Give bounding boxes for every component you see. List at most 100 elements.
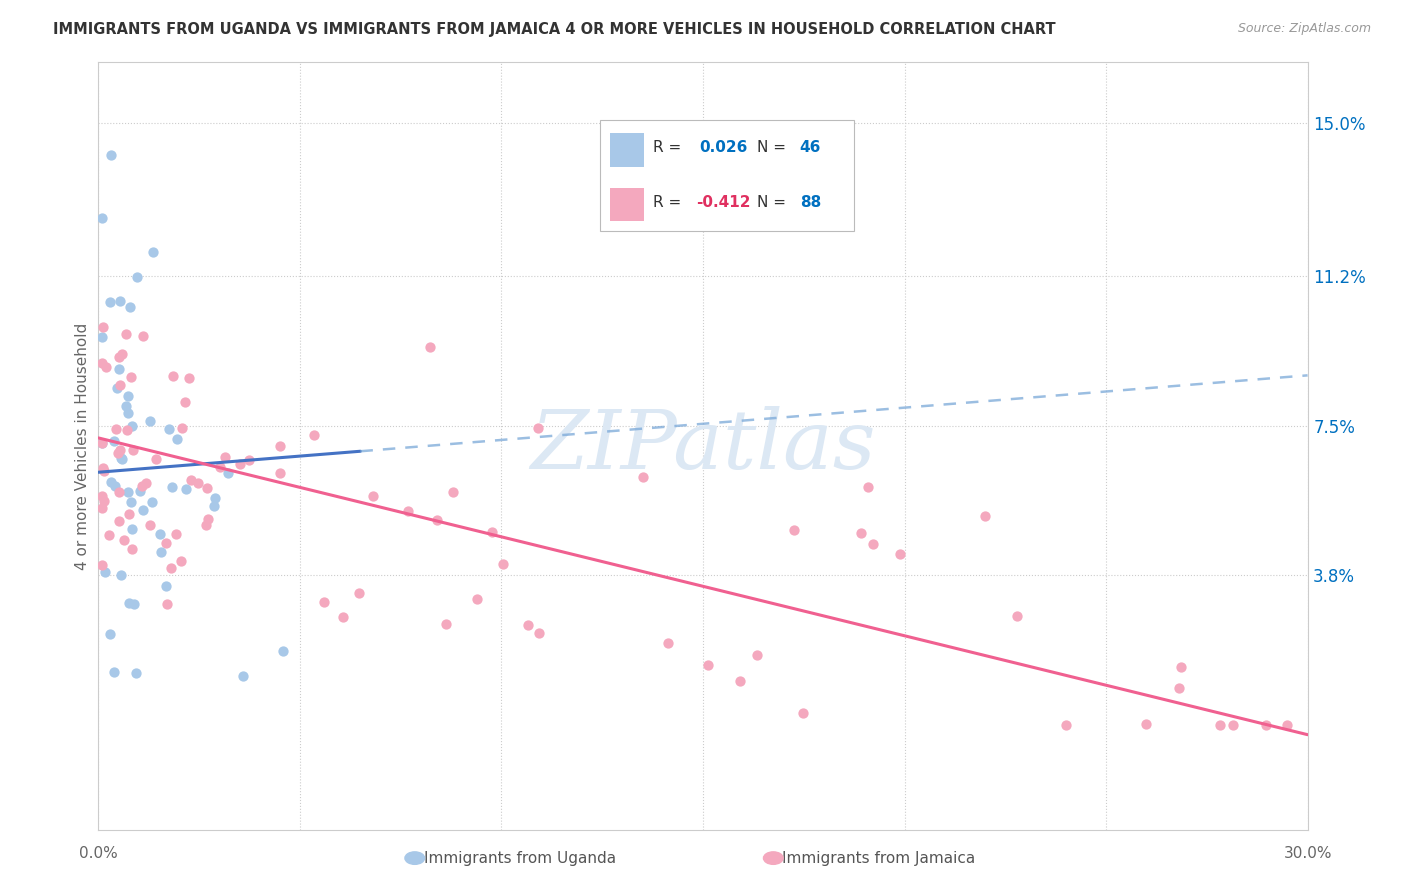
Point (120, 370, 142, 384)
Point (149, 545, 172, 559)
Point (361, 489, 384, 503)
Point (94, 566, 117, 580)
Point (118, 596, 141, 610)
Point (165, 527, 187, 541)
Text: 88: 88 (800, 194, 821, 210)
Point (166, 432, 188, 446)
Point (228, 457, 250, 471)
Point (132, 503, 155, 517)
Point (217, 466, 239, 480)
Point (125, 666, 148, 681)
Point (517, 617, 540, 632)
Point (108, 351, 131, 365)
Point (141, 495, 163, 509)
Point (91, 461, 114, 475)
Point (195, 481, 218, 495)
Point (139, 518, 162, 533)
Point (465, 592, 488, 607)
Point (1135, 717, 1157, 731)
Point (93, 464, 115, 478)
Point (1277, 717, 1299, 731)
Point (170, 554, 193, 568)
Point (208, 459, 231, 474)
Point (173, 394, 195, 409)
Point (125, 270, 148, 285)
Text: 30.0%: 30.0% (1284, 846, 1331, 861)
Text: 46: 46 (800, 140, 821, 155)
Point (527, 421, 550, 435)
Text: N =: N = (758, 194, 792, 210)
Text: -0.412: -0.412 (696, 194, 751, 210)
Point (419, 340, 441, 354)
Point (107, 446, 129, 460)
Text: R =: R = (654, 194, 686, 210)
Point (204, 500, 226, 514)
Point (271, 643, 294, 657)
Text: Source: ZipAtlas.com: Source: ZipAtlas.com (1237, 22, 1371, 36)
Point (862, 537, 884, 551)
Point (197, 511, 219, 525)
Point (139, 414, 162, 428)
Point (111, 347, 134, 361)
Point (783, 523, 806, 537)
Point (115, 399, 138, 413)
Point (115, 423, 138, 437)
Point (730, 674, 752, 689)
Point (792, 706, 814, 720)
Point (91, 501, 114, 516)
Point (93, 493, 115, 508)
Point (349, 586, 371, 600)
Point (105, 422, 128, 436)
Point (529, 626, 551, 640)
Point (745, 648, 768, 663)
Point (98, 626, 121, 640)
Point (91, 319, 114, 334)
Point (1054, 717, 1077, 731)
Point (118, 300, 141, 314)
Point (110, 293, 132, 308)
Point (107, 514, 129, 528)
Point (176, 482, 198, 496)
Point (121, 419, 143, 434)
Point (155, 597, 177, 611)
Point (269, 439, 291, 453)
Point (194, 518, 217, 533)
Point (91, 436, 114, 450)
Point (481, 525, 503, 540)
Point (304, 428, 326, 442)
Point (103, 434, 125, 448)
Point (100, 475, 122, 490)
Point (104, 479, 127, 493)
Point (697, 658, 720, 673)
Point (1222, 717, 1244, 731)
Point (434, 616, 457, 631)
Y-axis label: 4 or more Vehicles in Household: 4 or more Vehicles in Household (75, 322, 90, 570)
Point (172, 420, 194, 434)
Point (177, 371, 200, 385)
Point (856, 480, 879, 494)
Point (100, 148, 122, 162)
Point (110, 451, 132, 466)
Point (1168, 681, 1191, 695)
Point (1209, 717, 1232, 731)
Point (122, 443, 145, 458)
Point (110, 451, 132, 466)
Point (121, 541, 143, 556)
Point (120, 494, 142, 508)
Point (121, 522, 143, 536)
Point (214, 450, 236, 464)
Point (110, 567, 132, 582)
Point (103, 665, 125, 679)
Text: 0.0%: 0.0% (79, 846, 118, 861)
Point (118, 508, 141, 522)
Point (157, 422, 180, 436)
Point (149, 527, 172, 541)
Point (155, 535, 177, 549)
Point (122, 597, 145, 611)
Point (160, 480, 183, 494)
Point (180, 473, 202, 487)
Point (187, 475, 209, 490)
Point (105, 381, 128, 395)
Point (98, 527, 121, 541)
Point (426, 513, 449, 527)
